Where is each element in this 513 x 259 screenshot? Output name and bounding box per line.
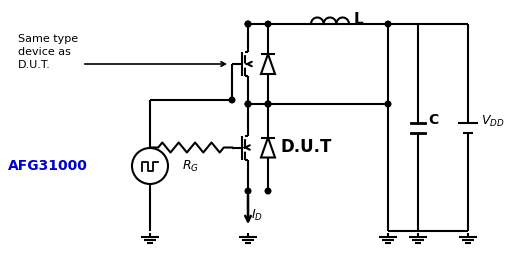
Text: Same type
device as
D.U.T.: Same type device as D.U.T. [18,34,78,70]
Circle shape [229,97,235,103]
Text: AFG31000: AFG31000 [8,159,88,173]
Text: $V_{DD}$: $V_{DD}$ [481,113,505,129]
Circle shape [245,188,251,194]
Circle shape [245,101,251,107]
Circle shape [385,21,391,27]
Circle shape [245,21,251,27]
Circle shape [265,188,271,194]
Text: C: C [428,113,438,127]
Text: $R_G$: $R_G$ [183,159,200,174]
Text: D.U.T: D.U.T [280,139,331,156]
Text: $I_D$: $I_D$ [251,207,263,222]
Circle shape [385,101,391,107]
Circle shape [245,101,251,107]
Text: L: L [354,12,364,27]
Circle shape [265,21,271,27]
Circle shape [245,21,251,27]
Circle shape [265,101,271,107]
Circle shape [265,101,271,107]
